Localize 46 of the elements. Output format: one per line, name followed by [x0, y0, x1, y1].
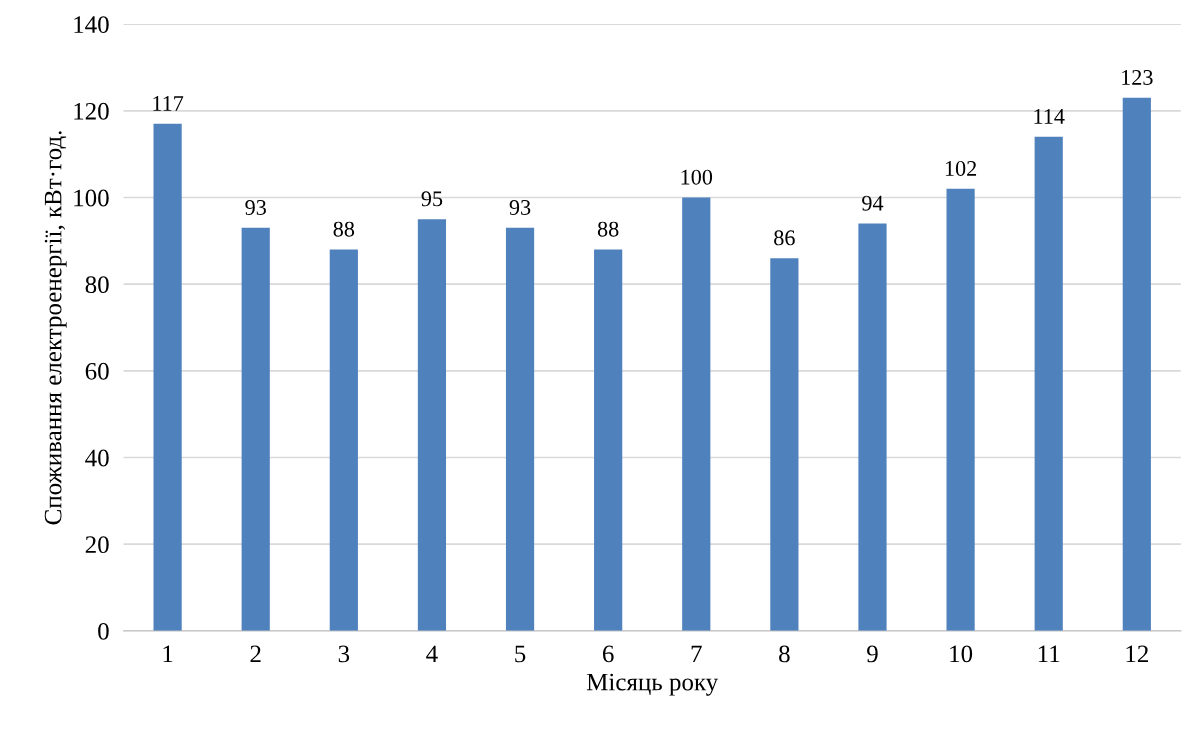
x-tick-label: 8: [779, 645, 790, 663]
x-tick-label: 7: [691, 645, 702, 663]
data-label: 95: [421, 191, 443, 207]
data-label: 94: [862, 195, 884, 211]
x-axis-title: Місяць року: [586, 673, 719, 696]
data-label: 100: [681, 169, 713, 185]
y-tick-label: 120: [74, 102, 109, 120]
y-tick-label: 140: [74, 16, 109, 34]
y-axis-title: Споживання електроенергії, кВт·год.: [44, 131, 67, 525]
x-tick-label: 3: [338, 645, 350, 663]
bar: [241, 227, 270, 631]
data-label: 123: [1122, 70, 1153, 85]
bar: [329, 249, 358, 631]
y-tick-label: 100: [74, 189, 109, 207]
data-label: 88: [597, 221, 619, 237]
bar: [417, 219, 447, 631]
x-tick-label: 5: [515, 645, 526, 663]
bar: [505, 227, 535, 631]
y-tick-label: 0: [98, 622, 109, 640]
x-tick-label: 12: [1126, 645, 1148, 663]
bar: [770, 258, 799, 631]
x-tick-label: 1: [163, 645, 173, 663]
x-tick-label: 4: [426, 645, 438, 663]
x-tick-label: 10: [950, 645, 973, 663]
y-tick-label: 20: [85, 536, 109, 554]
x-tick-label: 2: [250, 645, 261, 663]
bar: [946, 188, 975, 631]
bar: [153, 123, 182, 631]
bar: [1034, 136, 1063, 631]
bar: [594, 249, 623, 631]
bar: [1122, 97, 1151, 631]
bar: [682, 197, 711, 631]
data-label: 102: [945, 160, 977, 176]
data-label: 86: [774, 230, 795, 246]
x-tick-label: 6: [602, 645, 614, 663]
data-label: 88: [333, 221, 355, 237]
data-label: 117: [153, 96, 184, 111]
y-tick-label: 80: [85, 276, 109, 294]
data-label: 114: [1034, 109, 1065, 124]
x-tick-label: 9: [867, 645, 878, 663]
data-label: 93: [245, 200, 266, 215]
y-tick-label: 40: [85, 449, 109, 467]
bar: [858, 223, 887, 631]
x-tick-label: 11: [1038, 645, 1060, 663]
y-tick-label: 60: [85, 362, 109, 380]
data-label: 93: [509, 200, 531, 215]
